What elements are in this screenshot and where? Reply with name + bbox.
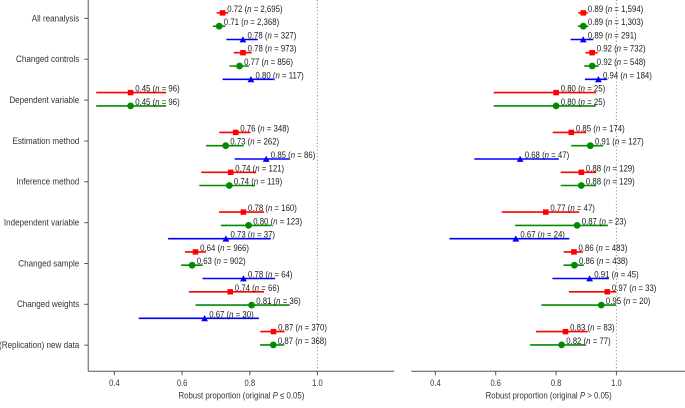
svg-text:0.4: 0.4 bbox=[430, 378, 441, 388]
svg-text:0.78 (n = 973): 0.78 (n = 973) bbox=[248, 43, 297, 54]
svg-text:0.67 (n = 30): 0.67 (n = 30) bbox=[209, 309, 254, 320]
svg-text:0.86 (n = 438): 0.86 (n = 438) bbox=[579, 256, 628, 267]
svg-text:0.64 (n = 966): 0.64 (n = 966) bbox=[200, 242, 249, 253]
svg-text:0.94 (n = 184): 0.94 (n = 184) bbox=[603, 70, 652, 81]
svg-text:0.80 (n = 25): 0.80 (n = 25) bbox=[561, 96, 606, 107]
svg-text:0.92 (n = 732): 0.92 (n = 732) bbox=[597, 43, 646, 54]
svg-text:All reanalysis: All reanalysis bbox=[32, 13, 80, 24]
svg-text:0.74 (n = 66): 0.74 (n = 66) bbox=[235, 282, 280, 293]
svg-text:Robust proportion (original P: Robust proportion (original P ≤ 0.05) bbox=[178, 390, 304, 401]
svg-text:0.85 (n = 86): 0.85 (n = 86) bbox=[271, 149, 316, 160]
svg-text:0.8: 0.8 bbox=[551, 378, 562, 388]
svg-text:0.68 (n = 47): 0.68 (n = 47) bbox=[525, 149, 570, 160]
svg-text:0.83 (n = 83): 0.83 (n = 83) bbox=[570, 322, 615, 333]
svg-text:0.63 (n = 902): 0.63 (n = 902) bbox=[197, 256, 246, 267]
svg-text:0.78 (n = 327): 0.78 (n = 327) bbox=[248, 30, 297, 41]
svg-text:0.80 (n = 123): 0.80 (n = 123) bbox=[253, 216, 302, 227]
svg-text:0.97 (n = 33): 0.97 (n = 33) bbox=[612, 282, 657, 293]
svg-text:0.86 (n = 483): 0.86 (n = 483) bbox=[579, 242, 628, 253]
svg-text:0.78 (n = 160): 0.78 (n = 160) bbox=[248, 203, 297, 214]
svg-text:0.82 (n = 77): 0.82 (n = 77) bbox=[566, 335, 611, 346]
svg-text:(Replication) new data: (Replication) new data bbox=[0, 340, 79, 351]
svg-text:Independent variable: Independent variable bbox=[4, 217, 79, 228]
svg-text:0.45 (n = 96): 0.45 (n = 96) bbox=[135, 83, 180, 94]
svg-text:Dependent variable: Dependent variable bbox=[9, 94, 79, 105]
svg-text:0.77 (n = 47): 0.77 (n = 47) bbox=[550, 203, 595, 214]
svg-text:0.8: 0.8 bbox=[245, 378, 256, 388]
svg-text:0.67 (n = 24): 0.67 (n = 24) bbox=[520, 229, 565, 240]
svg-text:0.74 (n = 121): 0.74 (n = 121) bbox=[235, 163, 284, 174]
svg-text:0.85 (n = 174): 0.85 (n = 174) bbox=[576, 123, 625, 134]
svg-text:0.80 (n = 25): 0.80 (n = 25) bbox=[561, 83, 606, 94]
svg-text:Estimation method: Estimation method bbox=[12, 135, 79, 146]
svg-text:Changed weights: Changed weights bbox=[17, 299, 80, 310]
svg-text:0.88 (n = 129): 0.88 (n = 129) bbox=[586, 163, 635, 174]
svg-text:0.89 (n = 291): 0.89 (n = 291) bbox=[588, 30, 637, 41]
svg-text:0.76 (n = 348): 0.76 (n = 348) bbox=[240, 123, 289, 134]
svg-text:0.92 (n = 548): 0.92 (n = 548) bbox=[597, 56, 646, 67]
svg-text:Changed sample: Changed sample bbox=[18, 258, 79, 269]
svg-text:0.89 (n = 1,594): 0.89 (n = 1,594) bbox=[588, 3, 644, 14]
svg-text:0.77 (n = 856): 0.77 (n = 856) bbox=[244, 56, 293, 67]
svg-text:Inference method: Inference method bbox=[16, 176, 79, 187]
svg-text:0.6: 0.6 bbox=[177, 378, 188, 388]
svg-text:0.74 (n = 119): 0.74 (n = 119) bbox=[234, 176, 282, 187]
svg-text:0.45 (n = 96): 0.45 (n = 96) bbox=[135, 96, 180, 107]
svg-text:0.4: 0.4 bbox=[109, 378, 120, 388]
svg-text:0.73 (n = 37): 0.73 (n = 37) bbox=[231, 229, 276, 240]
svg-text:1.0: 1.0 bbox=[312, 378, 323, 388]
svg-text:0.95 (n = 20): 0.95 (n = 20) bbox=[606, 296, 651, 307]
svg-text:0.72 (n = 2,695): 0.72 (n = 2,695) bbox=[227, 3, 283, 14]
svg-text:0.78 (n = 64): 0.78 (n = 64) bbox=[248, 269, 293, 280]
svg-text:0.6: 0.6 bbox=[490, 378, 501, 388]
svg-text:0.89 (n = 1,303): 0.89 (n = 1,303) bbox=[588, 17, 644, 28]
svg-text:0.80 (n = 117): 0.80 (n = 117) bbox=[256, 70, 304, 81]
svg-text:0.81 (n = 36): 0.81 (n = 36) bbox=[256, 296, 301, 307]
svg-text:0.71 (n = 2,368): 0.71 (n = 2,368) bbox=[224, 17, 280, 28]
svg-text:0.87 (n = 23): 0.87 (n = 23) bbox=[582, 216, 627, 227]
svg-text:0.87 (n = 370): 0.87 (n = 370) bbox=[278, 322, 327, 333]
svg-text:Changed controls: Changed controls bbox=[16, 54, 80, 65]
svg-text:0.73 (n = 262): 0.73 (n = 262) bbox=[230, 136, 279, 147]
svg-text:0.91 (n = 45): 0.91 (n = 45) bbox=[594, 269, 639, 280]
svg-text:Robust proportion (original P: Robust proportion (original P > 0.05) bbox=[486, 390, 612, 401]
svg-text:0.91 (n = 127): 0.91 (n = 127) bbox=[595, 136, 644, 147]
svg-text:0.88 (n = 129): 0.88 (n = 129) bbox=[586, 176, 635, 187]
svg-text:0.87 (n = 368): 0.87 (n = 368) bbox=[278, 335, 327, 346]
svg-text:1.0: 1.0 bbox=[611, 378, 622, 388]
